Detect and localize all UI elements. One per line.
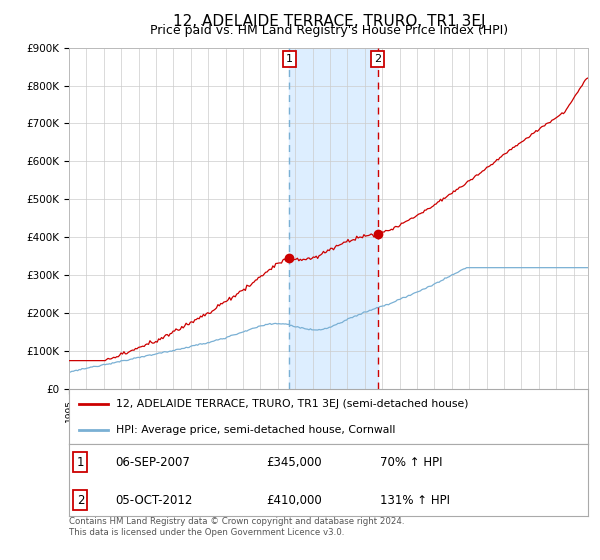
Text: Price paid vs. HM Land Registry's House Price Index (HPI): Price paid vs. HM Land Registry's House …	[150, 24, 508, 37]
Text: £410,000: £410,000	[266, 493, 322, 506]
Text: 131% ↑ HPI: 131% ↑ HPI	[380, 493, 451, 506]
Bar	[289, 48, 378, 389]
Text: 05-OCT-2012: 05-OCT-2012	[116, 493, 193, 506]
Text: 2: 2	[77, 493, 84, 506]
Text: 12, ADELAIDE TERRACE, TRURO, TR1 3EJ (semi-detached house): 12, ADELAIDE TERRACE, TRURO, TR1 3EJ (se…	[116, 399, 468, 409]
Text: HPI: Average price, semi-detached house, Cornwall: HPI: Average price, semi-detached house,…	[116, 426, 395, 435]
Text: 1: 1	[286, 54, 293, 64]
Text: £345,000: £345,000	[266, 455, 322, 469]
Text: 70% ↑ HPI: 70% ↑ HPI	[380, 455, 443, 469]
Text: 06-SEP-2007: 06-SEP-2007	[116, 455, 191, 469]
Text: 1: 1	[77, 455, 84, 469]
Text: 12, ADELAIDE TERRACE, TRURO, TR1 3EJ: 12, ADELAIDE TERRACE, TRURO, TR1 3EJ	[173, 14, 485, 29]
Text: 2: 2	[374, 54, 382, 64]
Text: Contains HM Land Registry data © Crown copyright and database right 2024.
This d: Contains HM Land Registry data © Crown c…	[69, 517, 404, 537]
